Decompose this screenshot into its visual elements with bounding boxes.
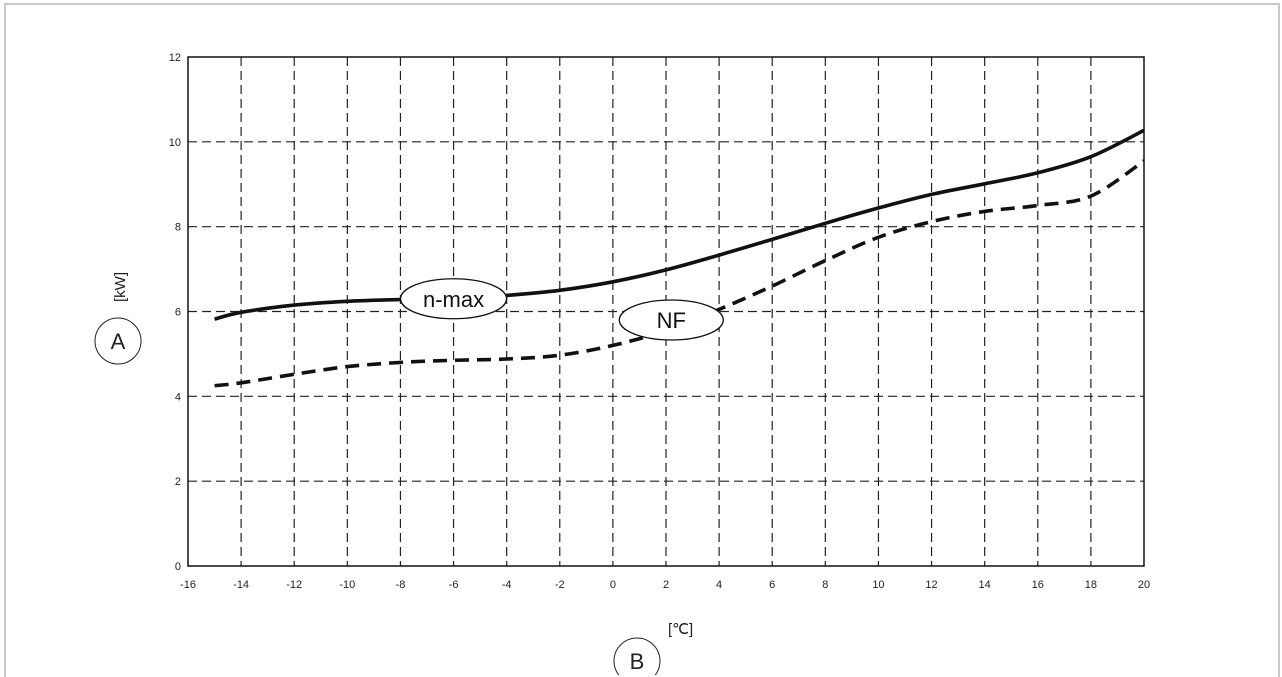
series-label-n-max: n-max (399, 278, 508, 320)
n-max-label: n-max (423, 287, 484, 312)
x-axis-label: B (613, 637, 661, 675)
x-tick-label: 14 (979, 579, 991, 591)
x-tick-label: 18 (1085, 579, 1097, 591)
x-tick-label: -4 (502, 579, 512, 591)
x-tick-label: -16 (180, 579, 196, 591)
series-label-nf: NF (618, 299, 724, 341)
series (214, 128, 1146, 388)
x-tick-label: 4 (716, 579, 722, 591)
x-tick-label: 20 (1138, 579, 1150, 591)
y-tick-label: 0 (175, 561, 181, 573)
x-tick-label: 10 (872, 579, 884, 591)
y-tick-label: 2 (175, 476, 181, 488)
x-tick-label: 6 (769, 579, 775, 591)
y-axis-label-text: A (111, 329, 126, 354)
x-axis-label-circle (613, 637, 661, 675)
x-tick-label: -14 (233, 579, 249, 591)
y-tick-label: 12 (169, 52, 181, 64)
x-tick-label: -6 (449, 579, 459, 591)
x-axis-unit: [℃] (668, 621, 693, 638)
x-tick-label: -10 (339, 579, 355, 591)
x-tick-label: -2 (555, 579, 565, 591)
n-max-label-ellipse (399, 278, 508, 320)
tick-labels: -16 -14 -12 -10 -8 -6 -4 -2 0 2 4 6 8 10 12 14 16 18 20 0 2 4… (169, 52, 1150, 591)
series-line-nf (214, 159, 1146, 388)
nf-label: NF (657, 308, 686, 333)
x-tick-label: -12 (286, 579, 302, 591)
plot-border (187, 56, 1145, 567)
x-tick-label: 16 (1032, 579, 1044, 591)
y-tick-label: 10 (169, 137, 181, 149)
x-axis-label-text: B (630, 649, 645, 674)
x-tick-label: 0 (610, 579, 616, 591)
x-tick-label: -8 (396, 579, 406, 591)
y-tick-label: 6 (175, 307, 181, 319)
y-axis-label-circle (94, 317, 142, 365)
y-tick-label: 4 (175, 391, 181, 403)
chart-frame (4, 3, 1280, 677)
nf-label-ellipse (618, 299, 724, 341)
y-axis-unit: [kW] (112, 272, 129, 302)
y-tick-label: 8 (175, 222, 181, 234)
y-axis-label: A (94, 317, 142, 365)
grid (188, 57, 1144, 566)
x-tick-label: 12 (925, 579, 937, 591)
x-tick-label: 8 (822, 579, 828, 591)
series-line-n-max (214, 128, 1145, 321)
x-tick-label: 2 (663, 579, 669, 591)
